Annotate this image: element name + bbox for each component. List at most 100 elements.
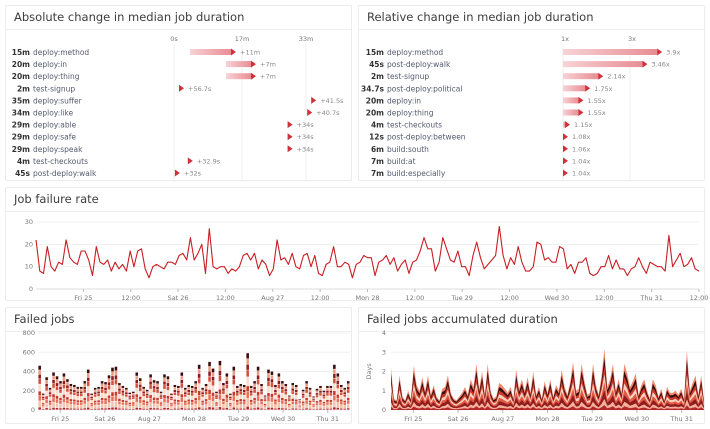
bar-segment (236, 408, 239, 410)
bar-segment (48, 390, 52, 392)
bar-segment (236, 399, 239, 402)
bar-segment (145, 405, 149, 409)
x-tick-label: 12:00 (121, 294, 140, 302)
bar-segment (177, 390, 180, 393)
bar-segment (253, 400, 256, 404)
bar-segment (166, 399, 170, 403)
bar-segment (93, 400, 97, 403)
bar-segment (277, 380, 281, 384)
bar-segment (343, 387, 347, 390)
bar-segment (152, 380, 156, 383)
bar-segment (138, 378, 142, 382)
bar-segment (55, 376, 59, 380)
bar-segment (125, 405, 128, 409)
bar-segment (260, 391, 263, 395)
job-name: post-deploy:walk (33, 169, 97, 178)
bar-segment (48, 394, 52, 397)
bar-segment (170, 396, 173, 399)
bar-segment (86, 369, 90, 374)
job-name: deploy:like (33, 109, 73, 118)
bar-segment (55, 379, 59, 383)
bar-segment (69, 408, 73, 410)
bar-segment (187, 389, 191, 393)
bar-segment (267, 381, 270, 387)
bar-segment (38, 370, 41, 375)
failure-rate-chart[interactable]: 0 10 20 30 Fri 25 12:00 Sat 26 12:00 Aug 27 12:00… (6, 212, 709, 302)
accum-duration-chart[interactable]: 0 1 2 3 4 Days Fri 25 Sat 26 Aug 27 Mon 28 Tue 29 W… (359, 328, 706, 423)
bar-segment (38, 384, 41, 392)
bar-segment (100, 381, 104, 384)
bar-segment (159, 404, 163, 406)
bar-segment (194, 404, 197, 408)
bar-segment (229, 400, 232, 403)
bar-segment (242, 401, 246, 405)
bar-segment (201, 402, 204, 406)
bar-segment (41, 409, 45, 410)
bar-segment (86, 393, 90, 397)
bar-segment (142, 402, 145, 405)
bar-segment (298, 399, 301, 401)
bar-segment (211, 392, 215, 397)
bar-segment (145, 395, 149, 398)
bar-segment (59, 384, 62, 387)
bar-segment (80, 400, 83, 403)
job-duration: 15m (366, 48, 384, 57)
bar-segment (100, 386, 104, 390)
job-duration: 2m (17, 84, 30, 93)
bar-segment (222, 398, 225, 401)
bar-segment (48, 387, 52, 390)
bar-segment (55, 407, 59, 410)
bar-segment (211, 401, 215, 408)
job-name: build:at (387, 157, 416, 166)
job-name: deploy:safe (33, 133, 76, 142)
bar-segment (104, 398, 107, 401)
bar-segment (76, 396, 80, 400)
bar-segment (41, 395, 45, 397)
bar-segment (145, 393, 149, 396)
bar-segment (194, 389, 197, 393)
bar-segment (326, 399, 329, 402)
bar-segment (253, 389, 256, 393)
bar-segment (107, 403, 111, 408)
bar-segment (66, 408, 69, 410)
bar-segment (222, 401, 225, 405)
bar-segment (204, 394, 208, 399)
bar-segment (97, 391, 100, 394)
bar-segment (211, 385, 215, 393)
job-duration: 45s (369, 60, 384, 69)
bar-segment (163, 407, 166, 410)
bar-segment (340, 404, 343, 409)
bar-segment (156, 397, 159, 401)
bar-segment (177, 405, 180, 409)
bar-segment (305, 404, 308, 408)
job-name: post-deploy:between (387, 133, 466, 142)
bar-segment (145, 408, 149, 410)
bar-segment (204, 401, 208, 405)
bar-segment (166, 376, 170, 380)
bar-segment (111, 380, 114, 386)
bar-segment (76, 402, 80, 405)
bar-segment (184, 390, 187, 392)
bar-segment (104, 401, 107, 405)
bar-segment (152, 389, 156, 393)
bar-segment (301, 389, 305, 392)
x-tick-label: 1x (561, 35, 569, 43)
bar-segment (104, 404, 107, 408)
bar-segment (163, 389, 166, 395)
ratio-value: 1.08x (572, 133, 590, 141)
bar-segment (100, 384, 104, 387)
bar-segment (270, 397, 274, 402)
bar-segment (242, 392, 246, 396)
bar-segment (291, 383, 295, 386)
bar-segment (125, 394, 128, 397)
bar-segment (66, 400, 69, 404)
bar-segment (138, 408, 142, 410)
bar-segment (284, 394, 288, 399)
bar-segment (208, 407, 211, 410)
failed-jobs-chart[interactable]: 0 200 400 600 800 Fri 25 Sat 26 Aug 27 Mon 28 Tue… (6, 328, 353, 423)
bar-segment (267, 407, 270, 410)
x-tick-label: 33m (299, 35, 314, 43)
x-tick-label: 12:00 (405, 294, 424, 302)
x-tick-label: Sat 26 (168, 294, 189, 302)
bar-segment (232, 371, 236, 375)
